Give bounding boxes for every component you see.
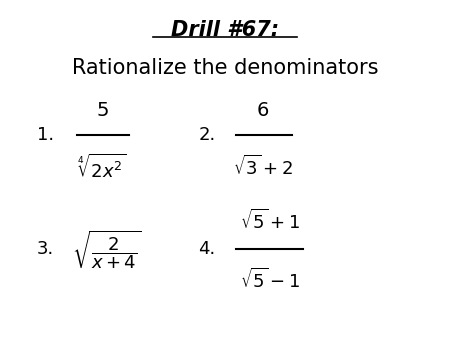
Text: Rationalize the denominators: Rationalize the denominators <box>72 58 378 78</box>
Text: 4.: 4. <box>198 240 216 259</box>
Text: $\sqrt[4]{2x^2}$: $\sqrt[4]{2x^2}$ <box>77 153 127 182</box>
Text: $\sqrt{5}+1$: $\sqrt{5}+1$ <box>239 209 300 233</box>
Text: $\sqrt{5}-1$: $\sqrt{5}-1$ <box>239 268 300 292</box>
Text: Drill #67:: Drill #67: <box>171 20 279 40</box>
Text: $\sqrt{3}+2$: $\sqrt{3}+2$ <box>233 155 293 179</box>
Text: $\sqrt{\dfrac{2}{x+4}}$: $\sqrt{\dfrac{2}{x+4}}$ <box>72 228 141 271</box>
Text: $5$: $5$ <box>96 101 108 120</box>
Text: 3.: 3. <box>37 240 54 259</box>
Text: 2.: 2. <box>198 126 216 144</box>
Text: 1.: 1. <box>37 126 54 144</box>
Text: $6$: $6$ <box>256 101 270 120</box>
